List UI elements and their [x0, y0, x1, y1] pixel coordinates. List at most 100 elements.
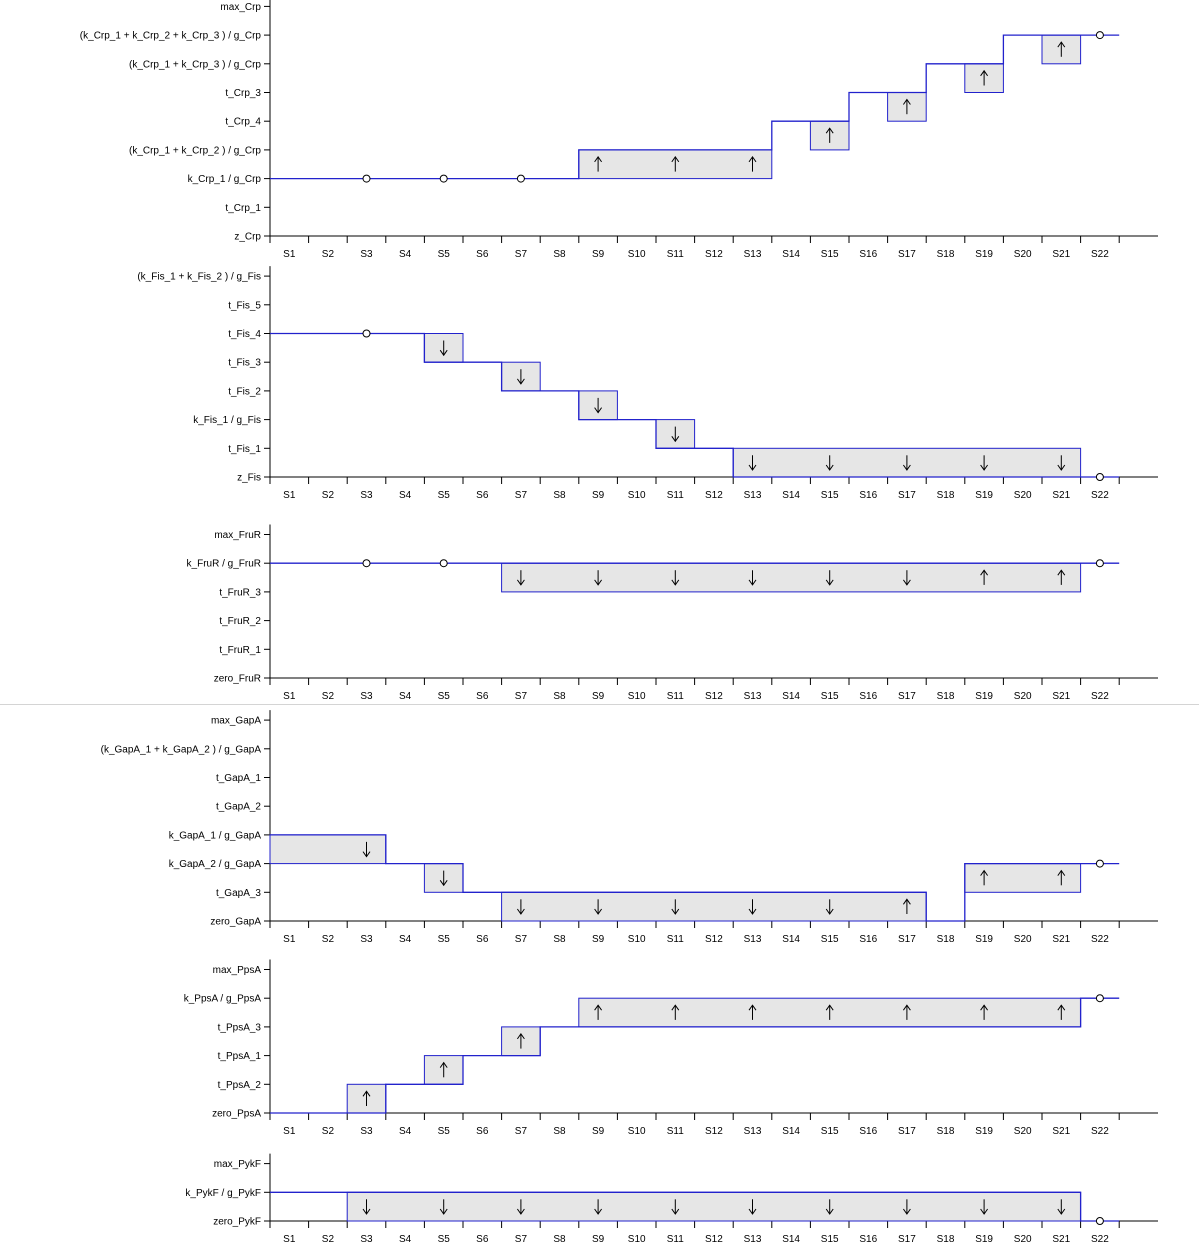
x-tick-label: S18	[937, 490, 955, 501]
x-tick-label: S7	[515, 1234, 528, 1245]
x-tick-label: S6	[476, 1234, 489, 1245]
y-tick-label: max_PpsA	[213, 965, 262, 976]
x-tick-label: S16	[859, 1234, 877, 1245]
y-tick-label: max_PykF	[214, 1159, 261, 1170]
trajectory-line	[270, 332, 1120, 478]
x-tick-label: S6	[476, 1126, 489, 1137]
x-tick-label: S17	[898, 691, 916, 702]
y-tick-label: k_GapA_2 / g_GapA	[169, 859, 262, 870]
steady-state-marker	[1095, 1217, 1104, 1225]
y-tick-label: t_Fis_2	[228, 386, 261, 397]
x-tick-label: S12	[705, 691, 723, 702]
x-tick-label: S1	[283, 1234, 296, 1245]
chart-6: zero_PykF k_PykF / g_PykF max_PykF S1 S2 S3 S4…	[185, 1153, 1158, 1245]
arrow-up-icon	[748, 1004, 757, 1011]
x-tick-label: S17	[898, 934, 916, 945]
y-tick-label: zero_GapA	[210, 917, 261, 928]
x-tick-label: S1	[283, 490, 296, 501]
x-tick-label: S9	[592, 1234, 605, 1245]
x-tick-label: S7	[515, 691, 528, 702]
steady-state-marker	[516, 174, 525, 183]
x-tick-label: S8	[553, 1234, 566, 1245]
x-tick-label: S1	[283, 249, 296, 260]
chart-1: z_Crp t_Crp_1 k_Crp_1 / g_Crp (k_Crp_1 + k_…	[80, 0, 1158, 260]
transition-box	[501, 891, 927, 922]
arrow-down-icon	[980, 1208, 989, 1215]
x-tick-label: S2	[322, 490, 335, 501]
x-tick-label: S5	[438, 1234, 451, 1245]
x-tick-label: S15	[821, 1234, 839, 1245]
chart-4: zero_GapA t_GapA_3 k_GapA_2 / g_GapA k_GapA…	[101, 710, 1158, 945]
x-tick-label: S6	[476, 691, 489, 702]
arrow-up-icon	[439, 1061, 448, 1068]
y-tick-label: t_FruR_3	[219, 587, 261, 598]
y-tick-label: t_GapA_1	[216, 773, 261, 784]
chart-2: z_Fis t_Fis_1 k_Fis_1 / g_Fis t_Fis_2 t_Fis_…	[137, 266, 1158, 501]
arrow-down-icon	[902, 1208, 911, 1215]
arrow-up-icon	[748, 156, 757, 163]
x-tick-label: S17	[898, 249, 916, 260]
trajectory-line	[270, 997, 1120, 1114]
y-tick-label: k_Fis_1 / g_Fis	[193, 415, 261, 426]
x-tick-label: S6	[476, 249, 489, 260]
y-tick-label: (k_Fis_1 + k_Fis_2 ) / g_Fis	[137, 272, 261, 283]
x-tick-label: S3	[360, 1126, 373, 1137]
x-tick-label: S1	[283, 1126, 296, 1137]
arrow-up-icon	[671, 1004, 680, 1011]
x-tick-label: S21	[1052, 934, 1070, 945]
y-tick-label: (k_GapA_1 + k_GapA_2 ) / g_GapA	[101, 744, 262, 755]
x-tick-label: S8	[553, 691, 566, 702]
y-tick-label: t_FruR_1	[219, 645, 261, 656]
x-tick-label: S15	[821, 490, 839, 501]
x-tick-label: S12	[705, 249, 723, 260]
x-tick-label: S8	[553, 249, 566, 260]
y-tick-label: k_PykF / g_PykF	[185, 1188, 261, 1199]
y-tick-label: k_GapA_1 / g_GapA	[169, 830, 262, 841]
arrow-up-icon	[1057, 1004, 1066, 1011]
x-tick-label: S16	[859, 490, 877, 501]
x-tick-label: S4	[399, 490, 412, 501]
x-tick-label: S8	[553, 490, 566, 501]
arrow-down-icon	[594, 407, 603, 414]
arrow-down-icon	[362, 1208, 371, 1215]
steady-state-marker	[439, 559, 448, 568]
x-tick-label: S18	[937, 691, 955, 702]
x-tick-label: S4	[399, 249, 412, 260]
x-tick-label: S13	[744, 1234, 762, 1245]
x-tick-label: S9	[592, 1126, 605, 1137]
chart-3: zero_FruR t_FruR_1 t_FruR_2 t_FruR_3 k_FruR …	[187, 524, 1158, 702]
x-tick-label: S18	[937, 1234, 955, 1245]
y-tick-label: t_Crp_1	[225, 203, 261, 214]
arrow-down-icon	[825, 464, 834, 471]
x-tick-label: S9	[592, 249, 605, 260]
transition-box	[964, 863, 1082, 893]
arrow-up-icon	[1057, 869, 1066, 876]
x-tick-label: S4	[399, 934, 412, 945]
x-tick-label: S8	[553, 1126, 566, 1137]
x-tick-label: S13	[744, 249, 762, 260]
x-tick-label: S14	[782, 249, 800, 260]
arrow-down-icon	[825, 1208, 834, 1215]
steady-state-marker	[439, 174, 448, 183]
x-tick-label: S12	[705, 490, 723, 501]
x-tick-label: S19	[975, 1126, 993, 1137]
arrow-up-icon	[980, 869, 989, 876]
x-tick-label: S10	[628, 490, 646, 501]
x-tick-label: S17	[898, 1234, 916, 1245]
x-tick-label: S19	[975, 249, 993, 260]
x-tick-label: S21	[1052, 691, 1070, 702]
chart-5: zero_PpsA t_PpsA_2 t_PpsA_1 t_PpsA_3 k_PpsA …	[184, 959, 1158, 1137]
x-tick-label: S5	[438, 490, 451, 501]
arrow-down-icon	[748, 464, 757, 471]
x-tick-label: S9	[592, 490, 605, 501]
y-tick-label: z_Crp	[234, 232, 261, 243]
x-tick-label: S22	[1091, 1234, 1109, 1245]
x-tick-label: S13	[744, 934, 762, 945]
x-tick-label: S3	[360, 1234, 373, 1245]
x-tick-label: S20	[1014, 691, 1032, 702]
arrow-down-icon	[748, 908, 757, 915]
y-tick-label: t_PpsA_3	[218, 1022, 262, 1033]
x-tick-label: S2	[322, 1126, 335, 1137]
x-tick-label: S13	[744, 1126, 762, 1137]
x-tick-label: S15	[821, 249, 839, 260]
